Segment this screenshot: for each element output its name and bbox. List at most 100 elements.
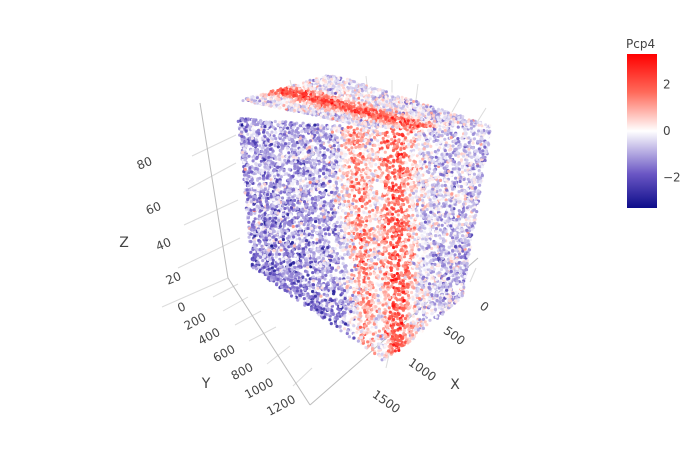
data-point	[277, 201, 280, 204]
data-point	[333, 141, 336, 144]
data-point	[344, 297, 347, 300]
data-point	[248, 236, 251, 239]
data-point	[282, 280, 285, 283]
data-point	[290, 279, 293, 282]
data-point	[257, 229, 260, 232]
data-point	[350, 280, 353, 283]
data-point	[322, 178, 325, 181]
data-point	[378, 330, 381, 333]
data-point	[293, 208, 296, 211]
data-point	[306, 266, 309, 269]
data-point	[341, 257, 344, 260]
data-point	[252, 266, 255, 269]
data-point	[263, 129, 266, 132]
data-point	[337, 198, 340, 201]
data-point	[300, 214, 303, 217]
data-point	[288, 208, 291, 211]
data-point	[317, 247, 320, 250]
data-point	[355, 219, 358, 222]
data-point	[259, 248, 262, 251]
data-point	[345, 191, 348, 194]
data-point	[357, 190, 360, 193]
data-point	[384, 151, 387, 154]
data-point	[297, 195, 300, 198]
data-point	[375, 317, 378, 320]
data-point	[301, 197, 304, 200]
data-point	[343, 253, 346, 256]
data-point	[326, 168, 329, 171]
data-point	[364, 346, 367, 349]
data-point	[342, 249, 345, 252]
data-point	[353, 297, 356, 300]
data-point	[324, 232, 327, 235]
data-point	[297, 262, 300, 265]
data-point	[350, 146, 353, 149]
data-point	[314, 217, 317, 220]
data-point	[294, 279, 297, 282]
data-point	[344, 212, 347, 215]
data-point	[340, 229, 343, 232]
data-point	[333, 144, 336, 147]
data-point	[323, 316, 326, 319]
data-point	[312, 266, 315, 269]
data-point	[254, 217, 257, 220]
data-point	[275, 180, 278, 183]
data-point	[343, 273, 346, 276]
data-point	[371, 343, 374, 346]
data-point	[364, 225, 367, 228]
data-point	[301, 209, 304, 212]
data-point	[273, 175, 276, 178]
data-point	[326, 301, 329, 304]
data-point	[348, 203, 351, 206]
data-point	[261, 207, 264, 210]
data-point	[357, 276, 360, 279]
data-point	[261, 146, 264, 149]
data-point	[307, 141, 310, 144]
data-point	[340, 239, 343, 242]
data-point	[355, 168, 358, 171]
data-point	[318, 278, 321, 281]
data-point	[373, 234, 376, 237]
data-point	[286, 147, 289, 150]
data-point	[368, 200, 371, 203]
data-point	[346, 329, 349, 332]
data-point	[303, 184, 306, 187]
data-point	[336, 136, 339, 139]
data-point	[329, 279, 332, 282]
data-point	[365, 243, 368, 246]
data-point	[291, 241, 294, 244]
data-point	[332, 290, 335, 293]
data-point	[266, 206, 269, 209]
data-point	[349, 310, 352, 313]
data-point	[288, 168, 291, 171]
data-point	[373, 272, 376, 275]
data-point	[310, 206, 313, 209]
data-point	[246, 178, 249, 181]
data-point	[317, 162, 320, 165]
data-point	[300, 222, 303, 225]
data-point	[309, 250, 312, 253]
data-point	[360, 234, 363, 237]
data-point	[342, 176, 345, 179]
data-point	[306, 283, 309, 286]
data-point	[354, 212, 357, 215]
data-point	[283, 252, 286, 255]
data-point	[253, 186, 256, 189]
data-point	[256, 150, 259, 153]
data-point	[357, 280, 360, 283]
data-point	[336, 252, 339, 255]
data-point	[282, 169, 285, 172]
data-point	[293, 266, 296, 269]
data-point	[296, 258, 299, 261]
data-point	[311, 263, 314, 266]
data-point	[245, 174, 248, 177]
data-point	[334, 211, 337, 214]
data-point	[365, 232, 368, 235]
data-point	[261, 154, 264, 157]
data-point	[337, 130, 340, 133]
data-point	[334, 199, 337, 202]
data-point	[305, 259, 308, 262]
data-point	[308, 287, 311, 290]
data-point	[364, 139, 367, 142]
